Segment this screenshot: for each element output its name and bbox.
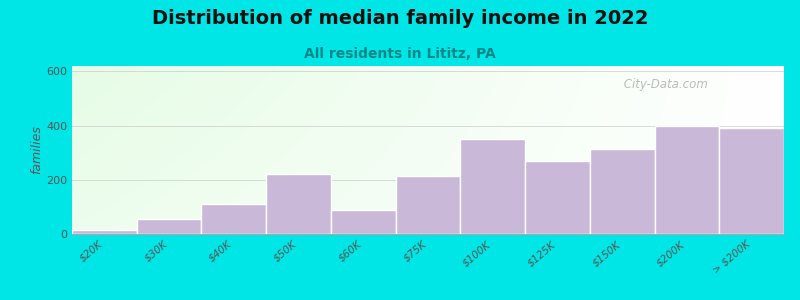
Bar — [590, 148, 654, 234]
Bar — [719, 128, 784, 234]
Bar — [460, 139, 525, 234]
Bar — [72, 230, 137, 234]
Bar — [525, 161, 590, 234]
Bar — [396, 176, 460, 234]
Bar — [202, 204, 266, 234]
Text: City-Data.com: City-Data.com — [620, 78, 708, 91]
Bar — [331, 210, 396, 234]
Bar — [654, 126, 719, 234]
Bar — [137, 219, 202, 234]
Y-axis label: families: families — [30, 126, 43, 174]
Bar — [266, 174, 331, 234]
Text: All residents in Lititz, PA: All residents in Lititz, PA — [304, 46, 496, 61]
Text: Distribution of median family income in 2022: Distribution of median family income in … — [152, 9, 648, 28]
